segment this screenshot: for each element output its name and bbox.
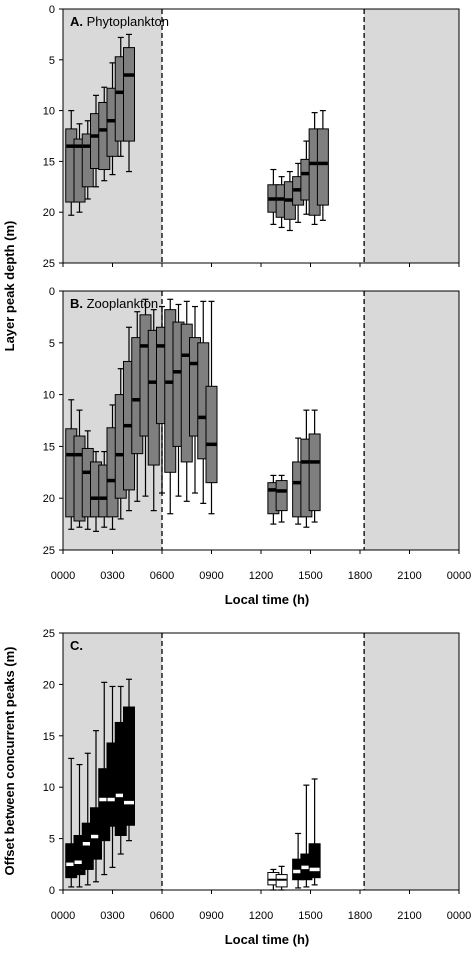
y-tick-label: 10 bbox=[43, 390, 55, 402]
x-axis-label: Local time (h) bbox=[225, 932, 310, 947]
box-5 bbox=[98, 681, 111, 876]
y-tick-label: 10 bbox=[43, 782, 55, 794]
panel-title: C. bbox=[70, 638, 83, 653]
y-tick-label: 10 bbox=[43, 106, 55, 118]
panel-letter: C. bbox=[70, 638, 83, 653]
panel-title-text: Zooplankton bbox=[83, 296, 158, 311]
x-tick-label: 0000 bbox=[51, 910, 75, 922]
y-axis-label-depth: Layer peak depth (m) bbox=[2, 221, 17, 352]
panel-1: 0 5 10 15 20 25 A. Phytoplankton bbox=[43, 4, 460, 270]
x-tick-label: 0600 bbox=[150, 910, 174, 922]
y-tick-label: 25 bbox=[43, 628, 55, 640]
x-tick-label: 0000 bbox=[447, 910, 471, 922]
x-tick-label: 1500 bbox=[298, 570, 322, 582]
panel-letter: B. bbox=[70, 296, 83, 311]
x-tick-label: 0000 bbox=[447, 570, 471, 582]
y-tick-label: 15 bbox=[43, 441, 55, 453]
x-tick-label: 0300 bbox=[100, 570, 124, 582]
x-tick-label: 1800 bbox=[348, 910, 372, 922]
box-iqr bbox=[275, 874, 288, 888]
night-shading-2 bbox=[364, 9, 459, 263]
panel-title-text: Phytoplankton bbox=[83, 14, 169, 29]
y-tick-label: 25 bbox=[43, 258, 55, 270]
y-tick-label: 0 bbox=[49, 4, 55, 16]
panel-title: B. Zooplankton bbox=[70, 296, 158, 311]
x-tick-label: 0900 bbox=[199, 910, 223, 922]
box-3 bbox=[81, 430, 94, 530]
box-iqr bbox=[308, 433, 321, 512]
y-axis-label-offset: Offset between concurrent peaks (m) bbox=[2, 647, 17, 876]
box-2 bbox=[73, 409, 86, 528]
y-tick-label: 20 bbox=[43, 207, 55, 219]
y-tick-label: 20 bbox=[43, 493, 55, 505]
box-15 bbox=[316, 109, 329, 221]
x-tick-label: 2100 bbox=[397, 910, 421, 922]
panel-3: 0 5 10 15 20 25 0000 0300 0600 0900 1200 1500 1800 21… bbox=[43, 628, 471, 947]
x-tick-label: 0300 bbox=[100, 910, 124, 922]
box-iqr bbox=[123, 706, 135, 826]
panel-title: A. Phytoplankton bbox=[70, 14, 169, 29]
panel-2: 0 5 10 15 20 25 0000 0300 0600 0900 1200 1500 1800 21… bbox=[43, 286, 471, 607]
night-shading-2 bbox=[364, 291, 459, 550]
box-10 bbox=[275, 865, 288, 891]
y-tick-label: 15 bbox=[43, 156, 55, 168]
y-tick-label: 20 bbox=[43, 679, 55, 691]
box-1 bbox=[65, 757, 78, 888]
box-9 bbox=[267, 868, 280, 891]
box-iqr bbox=[205, 385, 218, 484]
y-tick-label: 5 bbox=[49, 55, 55, 67]
y-tick-label: 15 bbox=[43, 731, 55, 743]
box-8 bbox=[123, 33, 135, 173]
x-axis-label: Local time (h) bbox=[225, 592, 310, 607]
x-tick-label: 0900 bbox=[199, 570, 223, 582]
night-shading-2 bbox=[364, 633, 459, 890]
x-tick-label: 1500 bbox=[298, 910, 322, 922]
box-iqr bbox=[308, 843, 321, 879]
y-tick-label: 0 bbox=[49, 885, 55, 897]
box-10 bbox=[139, 298, 152, 497]
box-23 bbox=[308, 409, 321, 523]
y-tick-label: 25 bbox=[43, 545, 55, 557]
box-11 bbox=[147, 309, 160, 512]
box-iqr bbox=[275, 480, 288, 512]
x-tick-label: 0600 bbox=[150, 570, 174, 582]
x-tick-label: 1800 bbox=[348, 570, 372, 582]
y-tick-label: 0 bbox=[49, 286, 55, 298]
x-tick-label: 2100 bbox=[397, 570, 421, 582]
box-13 bbox=[308, 778, 321, 886]
box-2 bbox=[73, 763, 86, 888]
y-tick-label: 5 bbox=[49, 338, 55, 350]
box-iqr bbox=[123, 47, 135, 142]
box-iqr bbox=[316, 128, 329, 206]
box-20 bbox=[275, 474, 288, 523]
x-tick-label: 1200 bbox=[249, 910, 273, 922]
box-18 bbox=[205, 300, 218, 515]
x-tick-label: 1200 bbox=[249, 570, 273, 582]
box-8 bbox=[123, 678, 135, 842]
y-tick-label: 5 bbox=[49, 834, 55, 846]
x-tick-label: 0000 bbox=[51, 570, 75, 582]
panel-letter: A. bbox=[70, 14, 83, 29]
